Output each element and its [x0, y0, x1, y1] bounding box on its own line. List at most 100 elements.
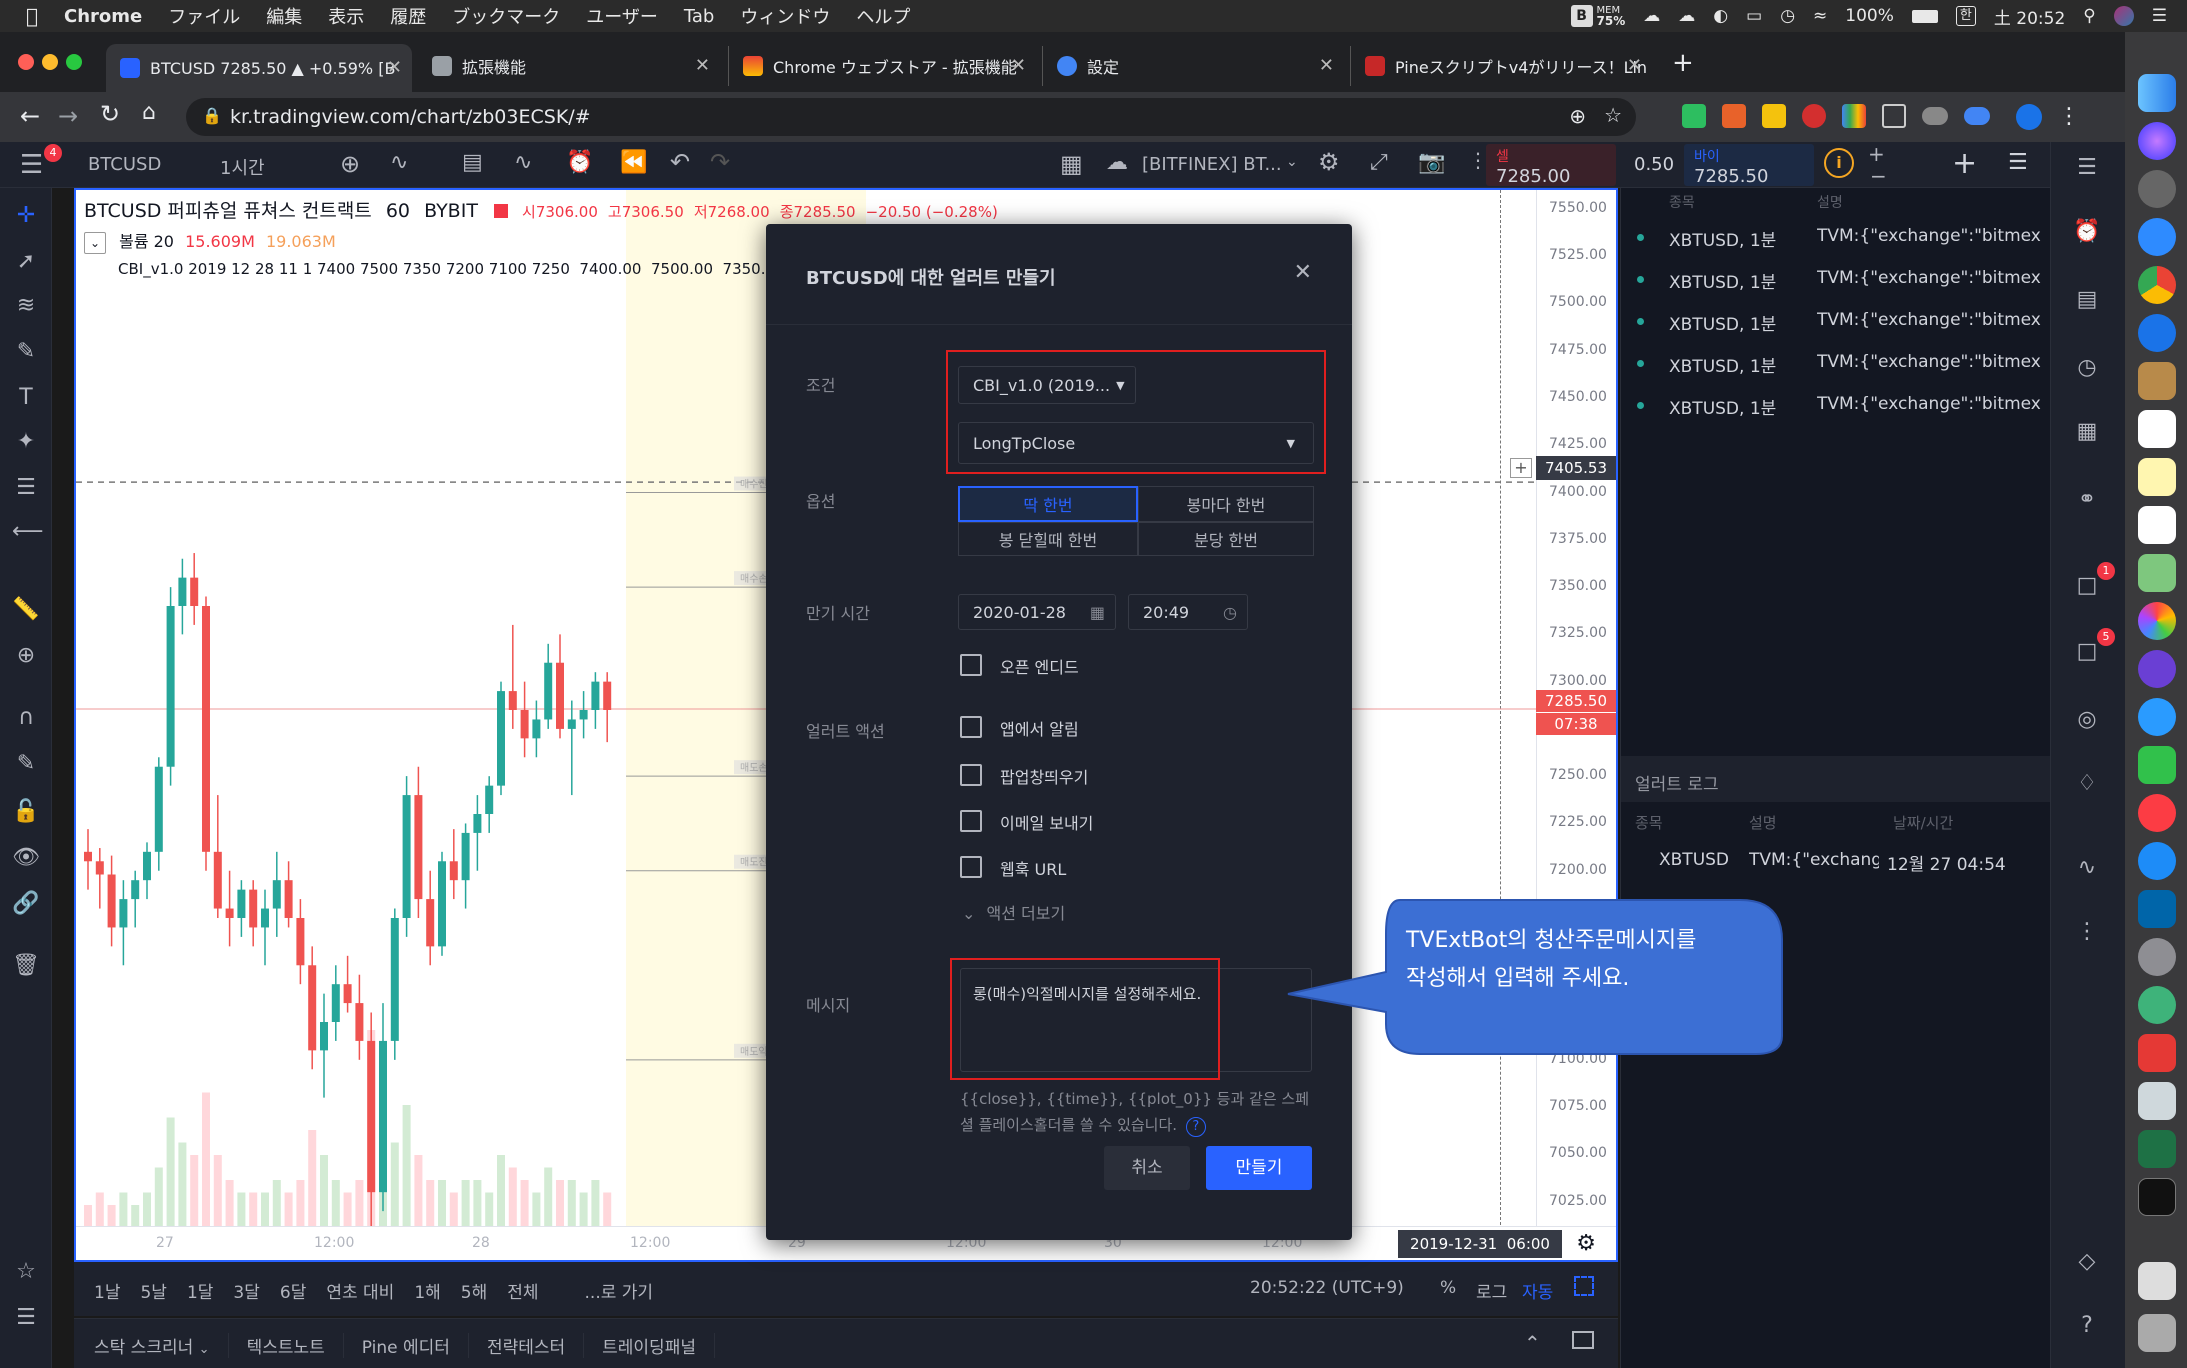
tab-close-icon[interactable]: ✕	[1318, 55, 1334, 76]
airplay-icon[interactable]: ▭	[1746, 6, 1763, 26]
alert-list-icon[interactable]: ☰	[2008, 150, 2028, 175]
chart-clock[interactable]: 20:52:22 (UTC+9)	[1250, 1278, 1404, 1298]
goto-date[interactable]: ...로 가기	[584, 1283, 654, 1303]
range-1m[interactable]: 1달	[186, 1283, 214, 1303]
dom-icon[interactable]: ⋮	[2076, 919, 2098, 944]
ruler-icon[interactable]: 📏	[12, 597, 40, 622]
cancel-button[interactable]: 취소	[1104, 1146, 1190, 1190]
alert-row[interactable]: XBTUSD, 1분 TVM:{"exchange":"bitmex	[1621, 342, 2051, 384]
streams-icon[interactable]: ◎	[2077, 707, 2097, 732]
undo-icon[interactable]: ↶	[670, 148, 691, 176]
tab-tradingview[interactable]: BTCUSD 7285.50 ▲ +0.59% [B ✕	[106, 44, 412, 92]
calendar-app-icon[interactable]	[2138, 410, 2176, 448]
alert-row[interactable]: XBTUSD, 1분 TVM:{"exchange":"bitmex	[1621, 384, 2051, 426]
webhook-checkbox[interactable]	[960, 856, 982, 878]
option-every-bar[interactable]: 봉마다 한번	[1138, 486, 1314, 522]
add-alert-plus-icon[interactable]: +	[1952, 146, 1978, 181]
menu-tab[interactable]: Tab	[671, 5, 714, 27]
apple-icon[interactable]: 	[26, 4, 38, 28]
terminal-icon[interactable]	[2138, 1178, 2176, 1216]
option-per-minute[interactable]: 분당 한번	[1138, 522, 1314, 556]
alerts-clock-icon[interactable]: ⏰	[2073, 219, 2101, 244]
input-source-icon[interactable]: 한	[1955, 6, 1976, 26]
bookmark-star-icon[interactable]: ☆	[1604, 103, 1622, 127]
brush-icon[interactable]: ✎	[16, 339, 36, 364]
fit-screen-icon[interactable]	[1574, 1276, 1594, 1296]
google-ext-icon[interactable]	[1842, 104, 1866, 128]
tab-pine-blog[interactable]: Pineスクリプトv4がリリース！Lin ✕	[1350, 46, 1652, 86]
source-select[interactable]: [BITFINEX] BT...	[1142, 154, 1282, 175]
volume-label[interactable]: 볼륨 20	[119, 232, 174, 251]
layout-grid-icon[interactable]: ▦	[1060, 150, 1083, 178]
unlock-icon[interactable]: 🔓	[12, 799, 40, 824]
alert-row[interactable]: XBTUSD, 1분 TVM:{"exchange":"bitmex	[1621, 258, 2051, 300]
private-chat-icon[interactable]: □	[2076, 639, 2098, 664]
bar-chart-icon[interactable]: ▤	[462, 150, 483, 175]
menu-file[interactable]: ファイル	[156, 7, 240, 28]
window-minimize-button[interactable]	[42, 54, 58, 70]
notes-icon[interactable]	[2138, 458, 2176, 496]
tab-settings[interactable]: 設定 ✕	[1042, 46, 1344, 86]
grid-ext-icon[interactable]	[1882, 104, 1906, 128]
trendline-icon[interactable]: ➚	[16, 249, 36, 274]
sticky-icon[interactable]	[1762, 104, 1786, 128]
menu-help[interactable]: ヘルプ	[844, 7, 910, 28]
drag-handle-icon[interactable]: ⋮	[1468, 148, 1488, 172]
preview-icon[interactable]	[2138, 1082, 2176, 1120]
object-tree-icon[interactable]: ◇	[2078, 1249, 2096, 1274]
menu-edit[interactable]: 編集	[254, 7, 302, 28]
launchpad-icon[interactable]	[2138, 170, 2176, 208]
menu-user[interactable]: ユーザー	[574, 7, 658, 28]
toggle-icon[interactable]: ◐	[1713, 6, 1729, 26]
qty-plus-icon[interactable]: +	[1868, 142, 1885, 166]
panel-expand-icon[interactable]: ⌃	[1524, 1331, 1541, 1355]
popup-checkbox[interactable]	[960, 764, 982, 786]
bear-b-icon[interactable]	[2138, 1034, 2176, 1072]
condition-sub-select[interactable]: LongTpClose ▼	[958, 422, 1314, 464]
appstore-icon[interactable]	[2138, 842, 2176, 880]
link-icon[interactable]: 🔗	[12, 891, 40, 916]
imovie-icon[interactable]	[2138, 650, 2176, 688]
tab-extensions[interactable]: 拡張機能 ✕	[418, 46, 720, 86]
tab-close-icon[interactable]: ✕	[694, 55, 710, 76]
watchlist-icon[interactable]: ☰	[2077, 155, 2097, 180]
settings-gear-icon[interactable]: ⚙	[1318, 148, 1340, 176]
data-window-icon[interactable]: ▤	[2076, 287, 2098, 312]
range-ytd[interactable]: 연초 대비	[326, 1283, 395, 1303]
range-6m[interactable]: 6달	[279, 1283, 307, 1303]
trash-bin-icon[interactable]	[2138, 1314, 2176, 1352]
pattern-icon[interactable]: ✦	[16, 429, 36, 454]
spotlight-icon[interactable]: ⚲	[2083, 6, 2096, 26]
evernote-icon[interactable]	[1682, 104, 1706, 128]
expire-date-input[interactable]: 2020-01-28 ▦	[958, 594, 1116, 630]
cloud-icon[interactable]: ☁	[1678, 6, 1696, 26]
panel-text-notes[interactable]: 텍스트노트	[229, 1333, 344, 1358]
chrome-menu-icon[interactable]: ⋮	[2058, 104, 2080, 129]
time-machine-icon[interactable]: ◷	[1780, 6, 1796, 26]
symbol-search[interactable]: BTCUSD	[88, 154, 162, 175]
layers-icon[interactable]: ☰	[16, 1305, 36, 1330]
mem-icon[interactable]: B MEM 75%	[1570, 5, 1625, 27]
reload-icon[interactable]: ↻	[100, 100, 121, 128]
cloud-ext-icon[interactable]	[1922, 107, 1948, 125]
adblock-icon[interactable]	[1802, 104, 1826, 128]
dialog-close-icon[interactable]: ✕	[1293, 260, 1312, 285]
expire-time-input[interactable]: 20:49 ◷	[1128, 594, 1248, 630]
log-toggle[interactable]: 로그	[1476, 1283, 1508, 1303]
range-1y[interactable]: 1해	[414, 1283, 441, 1303]
range-5y[interactable]: 5해	[460, 1283, 488, 1303]
buy-button[interactable]: 바이 7285.50	[1684, 144, 1814, 187]
indicators-icon[interactable]: ∿	[514, 150, 533, 175]
legend-title[interactable]: BTCUSD 퍼피츄얼 퓨쳐스 컨트랙트	[84, 200, 372, 222]
lock-drawing-icon[interactable]: ✎	[16, 751, 36, 776]
chat-icon[interactable]: □	[2076, 573, 2098, 598]
system-preferences-icon[interactable]	[2138, 938, 2176, 976]
photos-icon[interactable]	[2138, 602, 2176, 640]
panel-stock-screener[interactable]: 스탁 스크리너 ⌄	[94, 1333, 229, 1358]
ideas-bulb-icon[interactable]: ⚭	[2077, 487, 2097, 512]
atom-icon[interactable]	[2138, 986, 2176, 1024]
interval-select[interactable]: 1시간	[220, 158, 265, 179]
alert-clock-icon[interactable]: ⏰	[566, 150, 594, 175]
trash-icon[interactable]: 🗑	[12, 953, 40, 978]
trading-icon[interactable]: ∿	[2077, 855, 2097, 880]
